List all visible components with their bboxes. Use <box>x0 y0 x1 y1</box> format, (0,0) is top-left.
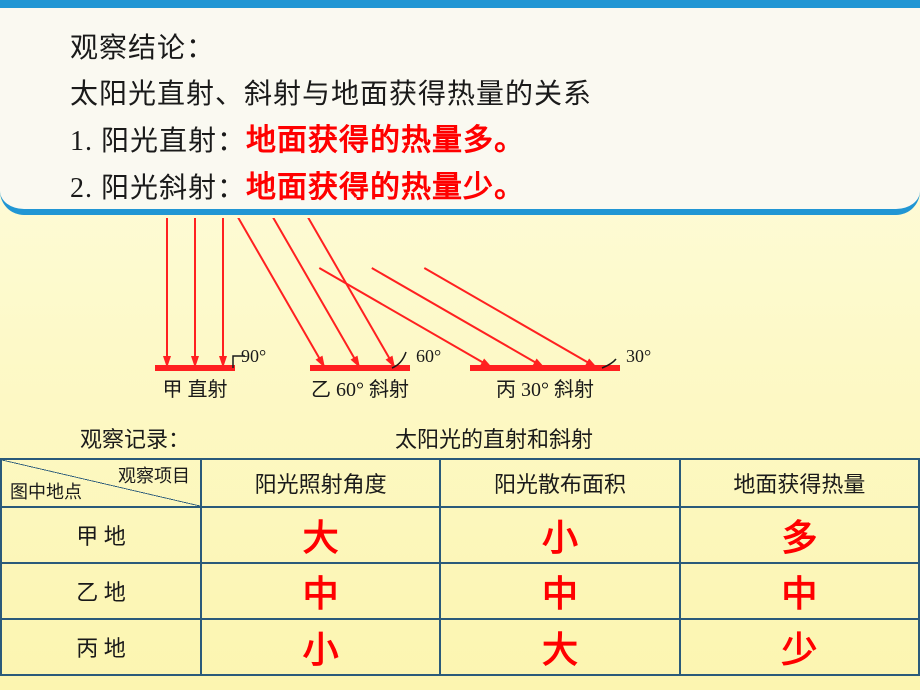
col-header: 阳光照射角度 <box>201 459 440 507</box>
conclusion-item-2: 2. 阳光斜射：地面获得的热量少。 <box>70 165 850 212</box>
ray-diagrams: 90°甲 直射60°乙 60° 斜射30°丙 30° 斜射 <box>0 218 920 418</box>
cell: 小 <box>201 619 440 675</box>
svg-text:乙 60° 斜射: 乙 60° 斜射 <box>311 378 409 401</box>
record-label: 观察记录： <box>80 422 190 454</box>
cell: 中 <box>201 563 440 619</box>
conclusion-box: 观察结论： 太阳光直射、斜射与地面获得热量的关系 1. 阳光直射：地面获得的热量… <box>0 0 920 215</box>
svg-text:60°: 60° <box>416 346 441 366</box>
corner-top: 观察项目 <box>118 462 190 488</box>
svg-text:丙 30° 斜射: 丙 30° 斜射 <box>496 378 594 401</box>
cell: 中 <box>440 563 679 619</box>
corner-cell: 观察项目 图中地点 <box>1 459 201 507</box>
conclusion-item-1: 1. 阳光直射：地面获得的热量多。 <box>70 118 850 165</box>
corner-bot: 图中地点 <box>10 478 82 504</box>
cell: 多 <box>680 507 919 563</box>
col-header: 地面获得热量 <box>680 459 919 507</box>
cell: 中 <box>680 563 919 619</box>
svg-text:甲 直射: 甲 直射 <box>163 378 228 401</box>
record-title: 太阳光的直射和斜射 <box>395 422 593 454</box>
item2-answer: 地面获得的热量少。 <box>246 171 525 204</box>
observation-table: 观察项目 图中地点 阳光照射角度 阳光散布面积 地面获得热量 甲 地 大 小 多… <box>0 458 920 676</box>
row-label: 甲 地 <box>1 507 201 563</box>
cell: 大 <box>201 507 440 563</box>
col-header: 阳光散布面积 <box>440 459 679 507</box>
cell: 小 <box>440 507 679 563</box>
item1-label: 1. 阳光直射： <box>70 126 246 157</box>
item2-label: 2. 阳光斜射： <box>70 173 246 204</box>
svg-text:30°: 30° <box>626 346 651 366</box>
conclusion-heading: 观察结论： <box>70 26 850 72</box>
item1-answer: 地面获得的热量多。 <box>246 124 525 157</box>
cell: 少 <box>680 619 919 675</box>
cell: 大 <box>440 619 679 675</box>
table-header-row: 观察项目 图中地点 阳光照射角度 阳光散布面积 地面获得热量 <box>1 459 919 507</box>
table-row: 甲 地 大 小 多 <box>1 507 919 563</box>
row-label: 丙 地 <box>1 619 201 675</box>
row-label: 乙 地 <box>1 563 201 619</box>
conclusion-sub: 太阳光直射、斜射与地面获得热量的关系 <box>70 72 850 118</box>
table-row: 丙 地 小 大 少 <box>1 619 919 675</box>
table-row: 乙 地 中 中 中 <box>1 563 919 619</box>
